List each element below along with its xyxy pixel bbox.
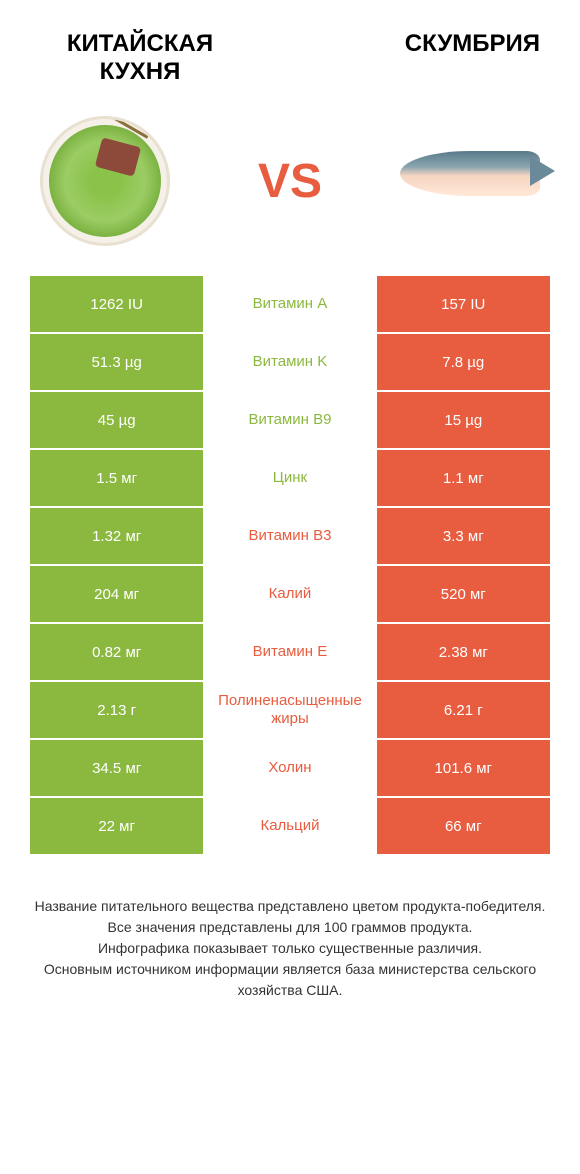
images-row: VS bbox=[0, 96, 580, 276]
title-left: КИТАЙСКАЯКУХНЯ bbox=[40, 30, 240, 86]
nutrient-row: 22 мгКальций66 мг bbox=[30, 798, 550, 854]
footer-line-4: Основным источником информации является … bbox=[30, 959, 550, 1001]
title-right: СКУМБРИЯ bbox=[340, 30, 540, 58]
nutrient-left-value: 45 µg bbox=[30, 392, 203, 448]
footer-notes: Название питательного вещества представл… bbox=[0, 856, 580, 1031]
nutrient-left-value: 22 мг bbox=[30, 798, 203, 854]
nutrient-name: Витамин E bbox=[203, 624, 376, 680]
nutrient-left-value: 2.13 г bbox=[30, 682, 203, 738]
nutrient-name: Полиненасыщенные жиры bbox=[203, 682, 376, 738]
nutrient-row: 1.32 мгВитамин B33.3 мг bbox=[30, 508, 550, 564]
nutrient-right-value: 520 мг bbox=[377, 566, 550, 622]
nutrient-name: Кальций bbox=[203, 798, 376, 854]
footer-line-2: Все значения представлены для 100 граммо… bbox=[30, 917, 550, 938]
nutrient-left-value: 1.32 мг bbox=[30, 508, 203, 564]
nutrient-right-value: 2.38 мг bbox=[377, 624, 550, 680]
nutrient-row: 1262 IUВитамин A157 IU bbox=[30, 276, 550, 332]
nutrient-row: 2.13 гПолиненасыщенные жиры6.21 г bbox=[30, 682, 550, 738]
nutrient-left-value: 204 мг bbox=[30, 566, 203, 622]
nutrient-name: Витамин B3 bbox=[203, 508, 376, 564]
nutrient-left-value: 1262 IU bbox=[30, 276, 203, 332]
nutrient-name: Витамин B9 bbox=[203, 392, 376, 448]
nutrient-left-value: 0.82 мг bbox=[30, 624, 203, 680]
nutrient-name: Витамин A bbox=[203, 276, 376, 332]
right-food-image bbox=[400, 116, 550, 246]
nutrient-left-value: 34.5 мг bbox=[30, 740, 203, 796]
nutrient-name: Холин bbox=[203, 740, 376, 796]
nutrient-name: Калий bbox=[203, 566, 376, 622]
vs-label: VS bbox=[258, 154, 322, 209]
nutrient-right-value: 1.1 мг bbox=[377, 450, 550, 506]
comparison-table: 1262 IUВитамин A157 IU51.3 µgВитамин K7.… bbox=[0, 276, 580, 856]
plate-icon bbox=[40, 116, 170, 246]
nutrient-name: Витамин K bbox=[203, 334, 376, 390]
header: КИТАЙСКАЯКУХНЯ СКУМБРИЯ bbox=[0, 0, 580, 96]
nutrient-row: 204 мгКалий520 мг bbox=[30, 566, 550, 622]
footer-line-3: Инфографика показывает только существенн… bbox=[30, 938, 550, 959]
left-food-image bbox=[30, 116, 180, 246]
nutrient-name: Цинк bbox=[203, 450, 376, 506]
nutrient-right-value: 157 IU bbox=[377, 276, 550, 332]
nutrient-right-value: 7.8 µg bbox=[377, 334, 550, 390]
nutrient-right-value: 3.3 мг bbox=[377, 508, 550, 564]
nutrient-right-value: 6.21 г bbox=[377, 682, 550, 738]
nutrient-row: 34.5 мгХолин101.6 мг bbox=[30, 740, 550, 796]
nutrient-row: 0.82 мгВитамин E2.38 мг bbox=[30, 624, 550, 680]
footer-line-1: Название питательного вещества представл… bbox=[30, 896, 550, 917]
nutrient-right-value: 66 мг bbox=[377, 798, 550, 854]
nutrient-row: 45 µgВитамин B915 µg bbox=[30, 392, 550, 448]
nutrient-row: 1.5 мгЦинк1.1 мг bbox=[30, 450, 550, 506]
nutrient-right-value: 101.6 мг bbox=[377, 740, 550, 796]
nutrient-left-value: 1.5 мг bbox=[30, 450, 203, 506]
nutrient-right-value: 15 µg bbox=[377, 392, 550, 448]
fish-icon bbox=[400, 141, 550, 221]
nutrient-row: 51.3 µgВитамин K7.8 µg bbox=[30, 334, 550, 390]
nutrient-left-value: 51.3 µg bbox=[30, 334, 203, 390]
